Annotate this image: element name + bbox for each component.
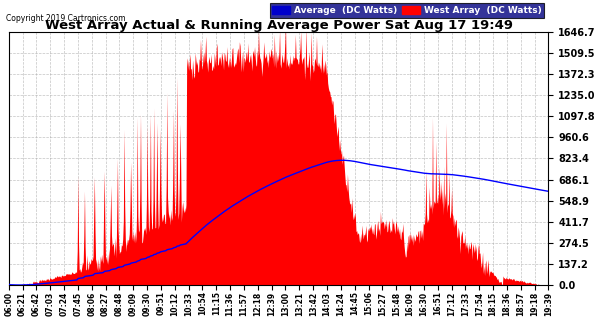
Title: West Array Actual & Running Average Power Sat Aug 17 19:49: West Array Actual & Running Average Powe… [44, 19, 512, 32]
Text: Copyright 2019 Cartronics.com: Copyright 2019 Cartronics.com [6, 14, 125, 23]
Legend: Average  (DC Watts), West Array  (DC Watts): Average (DC Watts), West Array (DC Watts… [270, 3, 544, 18]
